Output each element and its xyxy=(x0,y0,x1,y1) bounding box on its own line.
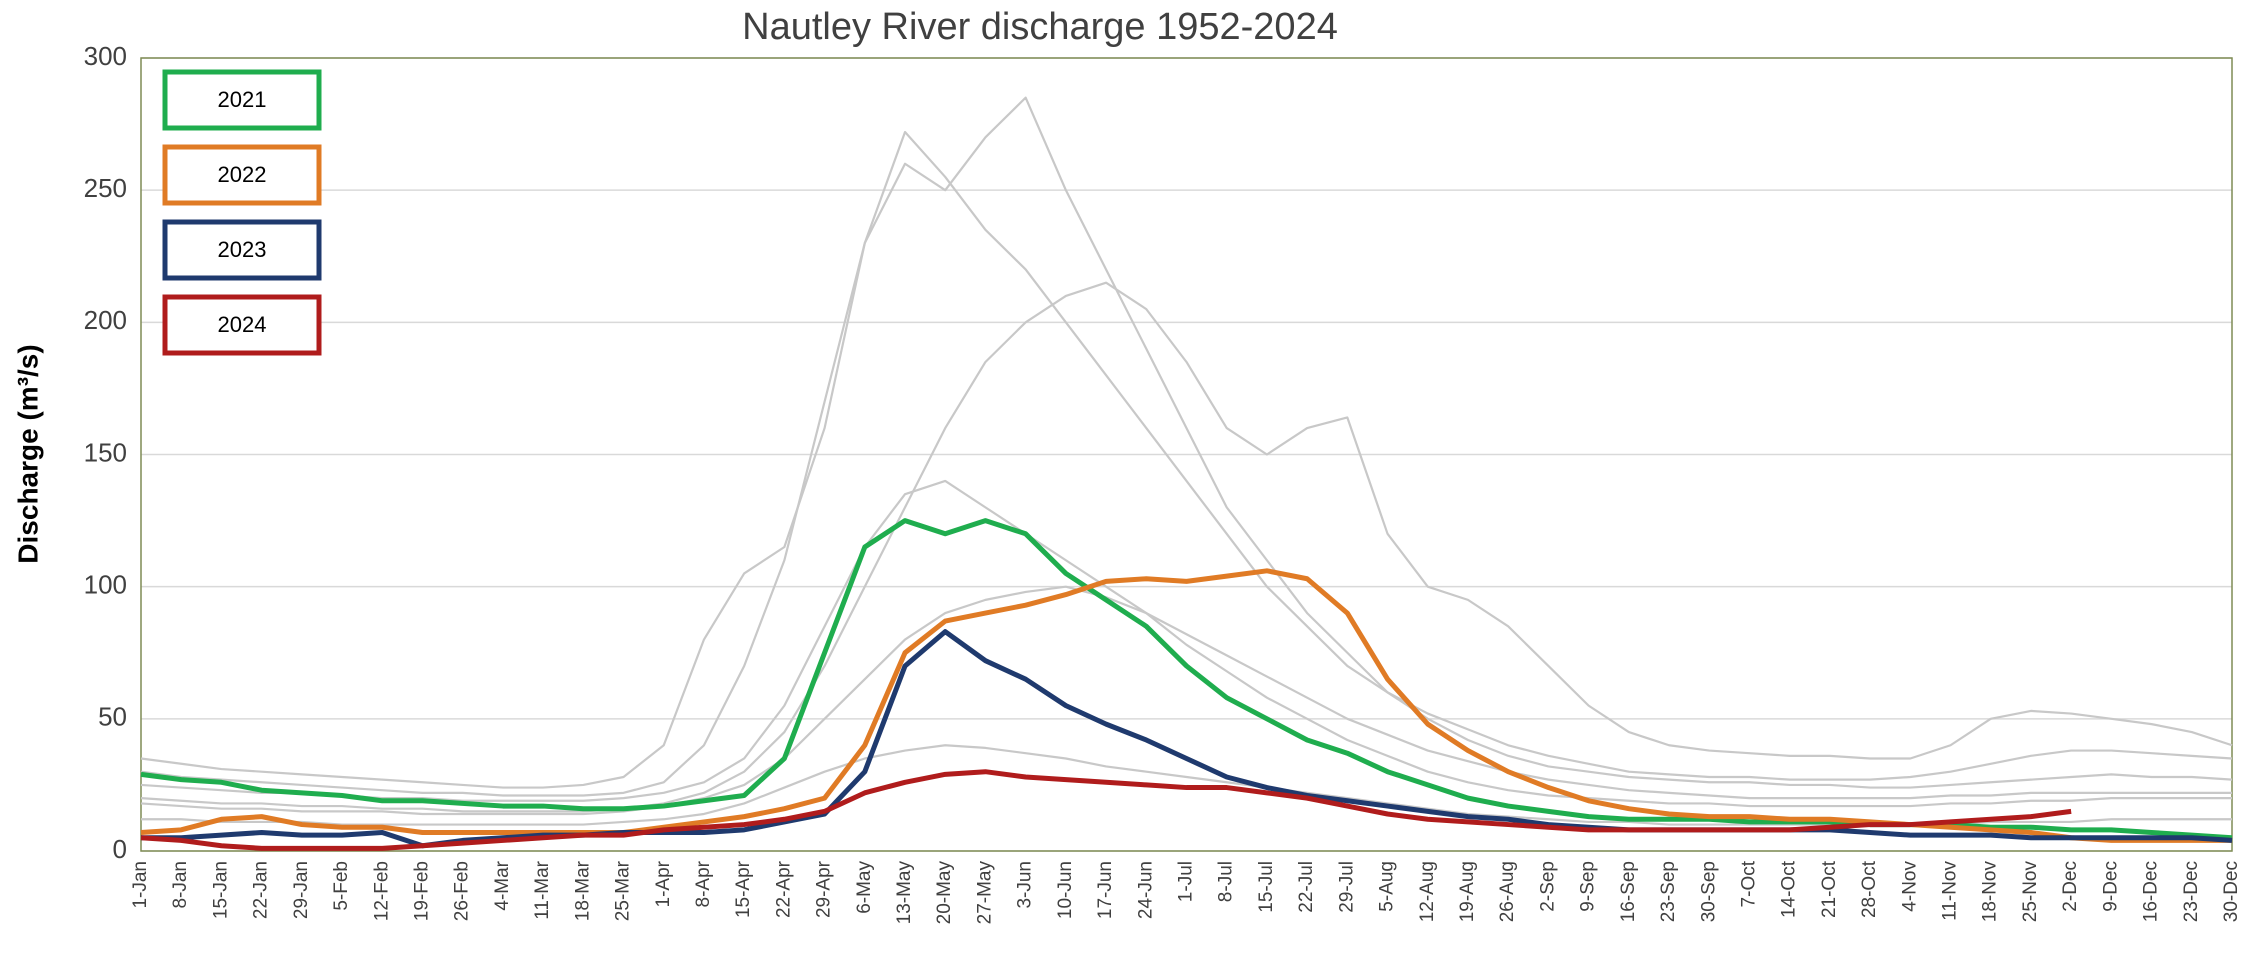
x-tick-label: 15-Apr xyxy=(733,860,754,918)
legend-box xyxy=(162,144,322,206)
y-tick-label: 150 xyxy=(84,437,127,467)
series-line xyxy=(141,629,2233,849)
x-tick-label: 15-Jan xyxy=(210,861,231,919)
x-tick-label: 9-Dec xyxy=(2100,861,2121,912)
x-tick-label: 5-Feb xyxy=(331,861,352,911)
historical-line xyxy=(140,96,2233,797)
x-tick-label: 13-May xyxy=(894,861,915,925)
x-tick-label: 4-Nov xyxy=(1899,861,1920,912)
legend-box xyxy=(162,69,322,131)
x-tick-label: 18-Nov xyxy=(1980,861,2001,923)
x-tick-label: 19-Aug xyxy=(1457,861,1478,922)
x-tick-label: 1-Jan xyxy=(130,861,151,909)
legend-label: 2022 xyxy=(218,162,267,187)
x-tick-label: 3-Jun xyxy=(1015,861,1036,909)
x-tick-label: 22-Jul xyxy=(1296,861,1317,913)
x-tick-label: 8-Jan xyxy=(170,861,191,909)
x-tick-label: 27-May xyxy=(974,861,995,925)
x-tick-label: 14-Oct xyxy=(1779,860,1800,918)
x-tick-label: 29-Jul xyxy=(1336,861,1357,913)
y-tick-label: 100 xyxy=(84,570,127,600)
chart-title: Nautley River discharge 1952-2024 xyxy=(742,6,1338,48)
x-tick-label: 25-Mar xyxy=(613,860,634,921)
x-tick-label: 17-Jun xyxy=(1095,861,1116,919)
x-tick-label: 2-Sep xyxy=(1537,861,1558,912)
x-tick-label: 19-Feb xyxy=(411,861,432,921)
x-tick-label: 22-Apr xyxy=(773,860,794,918)
y-tick-label: 200 xyxy=(84,305,127,335)
legend-label: 2024 xyxy=(218,312,267,337)
x-tick-label: 26-Feb xyxy=(452,861,473,921)
x-tick-label: 16-Dec xyxy=(2141,861,2162,922)
y-tick-label: 250 xyxy=(84,173,127,203)
y-tick-label: 0 xyxy=(113,834,127,864)
x-tick-label: 21-Oct xyxy=(1819,860,1840,918)
x-tick-label: 24-Jun xyxy=(1135,861,1156,919)
x-tick-label: 7-Oct xyxy=(1738,860,1759,907)
x-tick-label: 29-Apr xyxy=(814,860,835,918)
x-tick-label: 9-Sep xyxy=(1578,861,1599,912)
x-tick-label: 20-May xyxy=(934,861,955,925)
historical-line xyxy=(140,130,2233,789)
legend-label: 2023 xyxy=(218,237,267,262)
x-tick-label: 8-Apr xyxy=(693,860,714,907)
x-tick-label: 1-Apr xyxy=(653,860,674,907)
plot-frame xyxy=(140,57,2233,852)
legend-box xyxy=(162,219,322,281)
y-tick-label: 300 xyxy=(84,41,127,71)
x-tick-label: 28-Oct xyxy=(1859,860,1880,918)
x-tick-label: 16-Sep xyxy=(1618,861,1639,922)
x-tick-label: 2-Dec xyxy=(2060,861,2081,912)
historical-line xyxy=(140,585,2232,816)
x-tick-label: 23-Dec xyxy=(2181,861,2202,922)
x-tick-label: 29-Jan xyxy=(291,861,312,919)
x-tick-label: 5-Aug xyxy=(1377,861,1398,912)
historical-line xyxy=(140,479,2232,808)
x-tick-label: 26-Aug xyxy=(1497,861,1518,922)
x-tick-label: 12-Aug xyxy=(1417,861,1438,922)
x-tick-label: 22-Jan xyxy=(251,861,272,919)
x-tick-label: 8-Jul xyxy=(1216,861,1237,902)
legend-label: 2021 xyxy=(218,87,267,112)
x-tick-label: 18-Mar xyxy=(572,860,593,921)
legend-box xyxy=(162,294,322,356)
series-line xyxy=(140,518,2233,841)
x-tick-label: 11-Mar xyxy=(532,860,553,919)
x-tick-label: 6-May xyxy=(854,861,875,914)
x-tick-label: 30-Dec xyxy=(2221,861,2242,922)
series-line xyxy=(140,769,2072,851)
x-tick-label: 1-Jul xyxy=(1176,861,1197,902)
x-tick-label: 11-Nov xyxy=(1940,861,1961,921)
x-tick-label: 23-Sep xyxy=(1658,861,1679,922)
historical-line xyxy=(140,281,2233,813)
x-tick-label: 30-Sep xyxy=(1698,861,1719,922)
x-tick-label: 4-Mar xyxy=(492,860,513,910)
y-tick-label: 50 xyxy=(98,702,127,732)
x-tick-label: 15-Jul xyxy=(1256,861,1277,913)
y-axis-label: Discharge (m³/s) xyxy=(12,344,43,563)
x-tick-label: 10-Jun xyxy=(1055,861,1076,919)
x-tick-label: 25-Nov xyxy=(2020,861,2041,923)
x-tick-label: 12-Feb xyxy=(371,861,392,921)
